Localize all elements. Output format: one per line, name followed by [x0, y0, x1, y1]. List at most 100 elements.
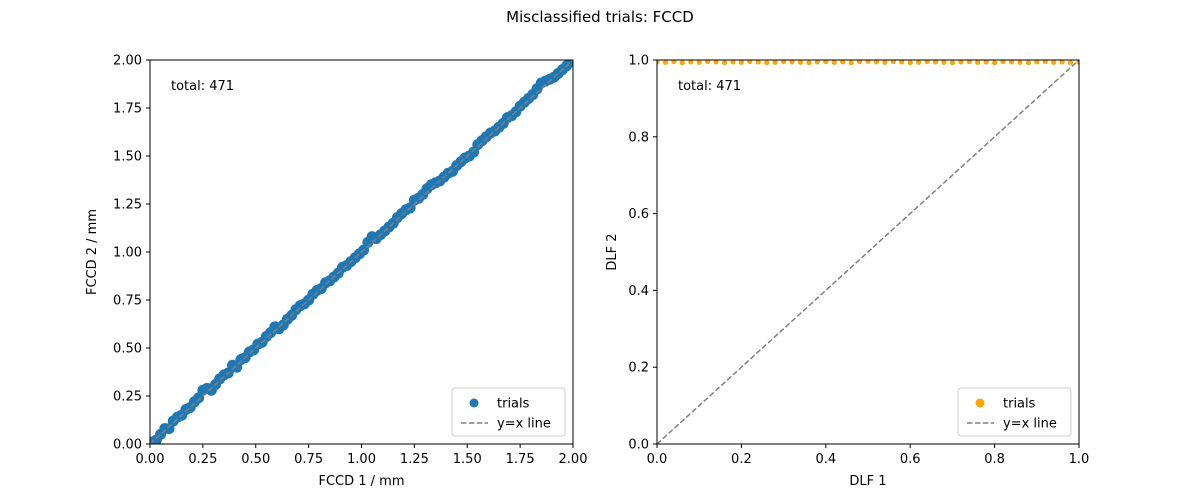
data-point: [975, 60, 981, 65]
data-point: [916, 60, 922, 65]
x-tick-label: 0.8: [984, 452, 1005, 467]
y-tick-label: 2.00: [113, 54, 142, 69]
plot-area: [657, 60, 1079, 444]
data-point: [781, 60, 787, 65]
y-tick-label: 0.50: [113, 342, 142, 357]
data-point: [772, 60, 778, 65]
y-tick-label: 0.00: [113, 438, 142, 453]
data-point: [738, 60, 744, 65]
y-tick-label: 0.0: [628, 438, 649, 453]
data-point: [688, 60, 694, 65]
y-tick-label: 0.4: [628, 284, 649, 299]
legend: trials y=x line: [957, 387, 1072, 437]
y-tick-label: 1.75: [113, 102, 142, 117]
x-tick-label: 0.0: [647, 452, 668, 467]
data-point: [899, 60, 905, 65]
data-point: [696, 60, 702, 65]
legend-box: [451, 387, 566, 437]
data-point: [730, 60, 736, 65]
legend-marker-swatch: [469, 398, 479, 408]
data-point: [1034, 60, 1040, 65]
legend-label: trials: [497, 397, 530, 412]
data-point: [747, 60, 753, 65]
y-tick-label: 1.0: [628, 54, 649, 69]
total-annotation: total: 471: [678, 79, 741, 94]
data-point: [865, 60, 871, 64]
data-point: [797, 60, 804, 65]
data-point: [1042, 60, 1048, 65]
x-tick-label: 0.4: [815, 452, 836, 467]
data-point: [679, 60, 685, 66]
data-point: [657, 60, 660, 65]
chart-panel-1: 0.00 0.25 0.50 0.75 1.00 1.25 1.50 1.75 2.00 0.00…: [85, 54, 587, 490]
chart-panel-2: 0.0 0.2 0.4 0.6 0.8 1.0 0.0 0.2 0.4 0.6 0.8 1.0 DLF …: [605, 54, 1089, 490]
y-tick-label: 0.2: [628, 361, 649, 376]
data-point: [806, 60, 812, 66]
data-point: [764, 60, 770, 66]
data-point: [1025, 60, 1031, 66]
x-tick-label: 0.00: [136, 452, 165, 467]
data-point: [713, 60, 719, 65]
legend-label: y=x line: [497, 417, 551, 432]
y-tick-label: 0.6: [628, 207, 649, 222]
data-point: [1000, 60, 1006, 65]
y-axis-label: DLF 2: [605, 233, 620, 270]
data-point: [662, 60, 669, 65]
data-point: [848, 60, 854, 66]
x-tick-label: 0.6: [900, 452, 921, 467]
data-point: [823, 60, 829, 65]
data-point: [873, 60, 880, 65]
reference-line: [657, 60, 1079, 444]
plot-area: [150, 60, 573, 444]
data-point: [755, 60, 761, 65]
x-tick-label: 1.25: [400, 452, 429, 467]
data-point: [831, 60, 837, 65]
data-point: [924, 60, 930, 65]
data-point: [941, 60, 947, 65]
reference-line: [150, 60, 573, 444]
x-tick-label: 1.75: [506, 452, 535, 467]
x-axis-label: DLF 1: [849, 474, 886, 489]
y-tick-label: 0.8: [628, 130, 649, 145]
x-tick-label: 0.75: [294, 452, 323, 467]
x-tick-label: 1.0: [1069, 452, 1090, 467]
legend-box: [957, 387, 1072, 437]
x-tick-label: 0.2: [731, 452, 752, 467]
y-axis-label: FCCD 2 / mm: [85, 209, 100, 295]
data-point: [983, 60, 989, 65]
data-point: [1051, 60, 1057, 65]
x-tick-label: 1.00: [347, 452, 376, 467]
data-point: [958, 60, 964, 65]
x-tick-label: 2.00: [559, 452, 588, 467]
data-point: [1008, 60, 1015, 65]
data-point: [814, 60, 820, 65]
x-axis-label: FCCD 1 / mm: [318, 474, 404, 489]
axes-frame: [656, 59, 1080, 445]
x-tick-label: 1.50: [453, 452, 482, 467]
legend: trials y=x line: [451, 387, 566, 437]
y-tick-label: 0.25: [113, 390, 142, 405]
data-point: [1067, 60, 1074, 66]
total-annotation: total: 471: [171, 79, 234, 94]
data-point: [789, 60, 795, 65]
data-point: [840, 60, 846, 65]
data-point: [890, 60, 896, 65]
data-point: [932, 60, 939, 65]
data-point: [1059, 60, 1065, 65]
data-point: [907, 60, 913, 66]
data-point: [671, 60, 677, 65]
y-tick-label: 1.00: [113, 246, 142, 261]
data-point: [882, 60, 888, 65]
legend-label: y=x line: [1003, 417, 1057, 432]
figure-title: Misclassified trials: FCCD: [506, 8, 694, 26]
data-point: [856, 60, 863, 65]
data-point: [949, 60, 956, 66]
x-tick-label: 0.50: [241, 452, 270, 467]
legend-label: trials: [1003, 397, 1036, 412]
data-point: [705, 60, 711, 65]
y-tick-label: 1.25: [113, 198, 142, 213]
y-tick-label: 0.75: [113, 294, 142, 309]
data-point: [966, 60, 972, 65]
